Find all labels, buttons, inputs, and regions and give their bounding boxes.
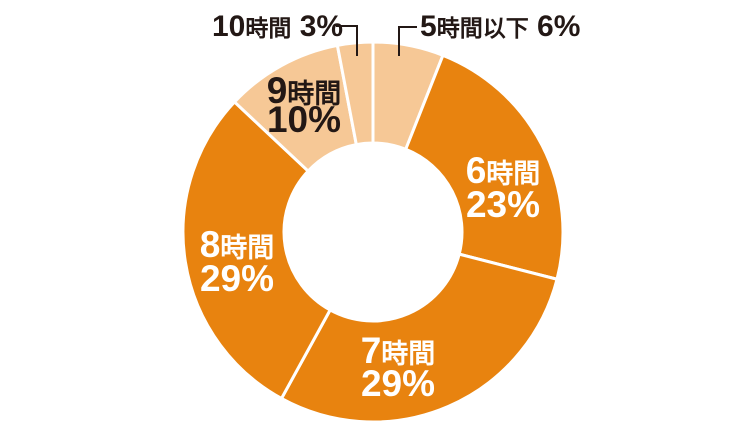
slice-label-10時間: 10時間 3%: [212, 10, 343, 43]
leader-line-10時間: [336, 25, 358, 56]
slice-label-7時間: 7時間: [361, 330, 436, 371]
slice-10時間: [335, 40, 375, 147]
slice-value-9時間: 10%: [267, 99, 341, 140]
slice-value-6時間: 23%: [466, 184, 540, 225]
slice-label-6時間: 6時間: [466, 150, 541, 191]
slice-label-8時間: 8時間: [200, 224, 275, 265]
slice-value-7時間: 29%: [361, 363, 435, 404]
slice-6時間: [404, 53, 565, 281]
slice-label-5時間以下: 5時間以下 6%: [420, 10, 580, 43]
slice-7時間: [279, 252, 559, 424]
slice-label-9時間: 9時間: [267, 70, 342, 111]
slice-value-8時間: 29%: [200, 258, 274, 299]
slice-8時間: [181, 100, 332, 400]
leader-line-5時間以下: [398, 26, 417, 56]
